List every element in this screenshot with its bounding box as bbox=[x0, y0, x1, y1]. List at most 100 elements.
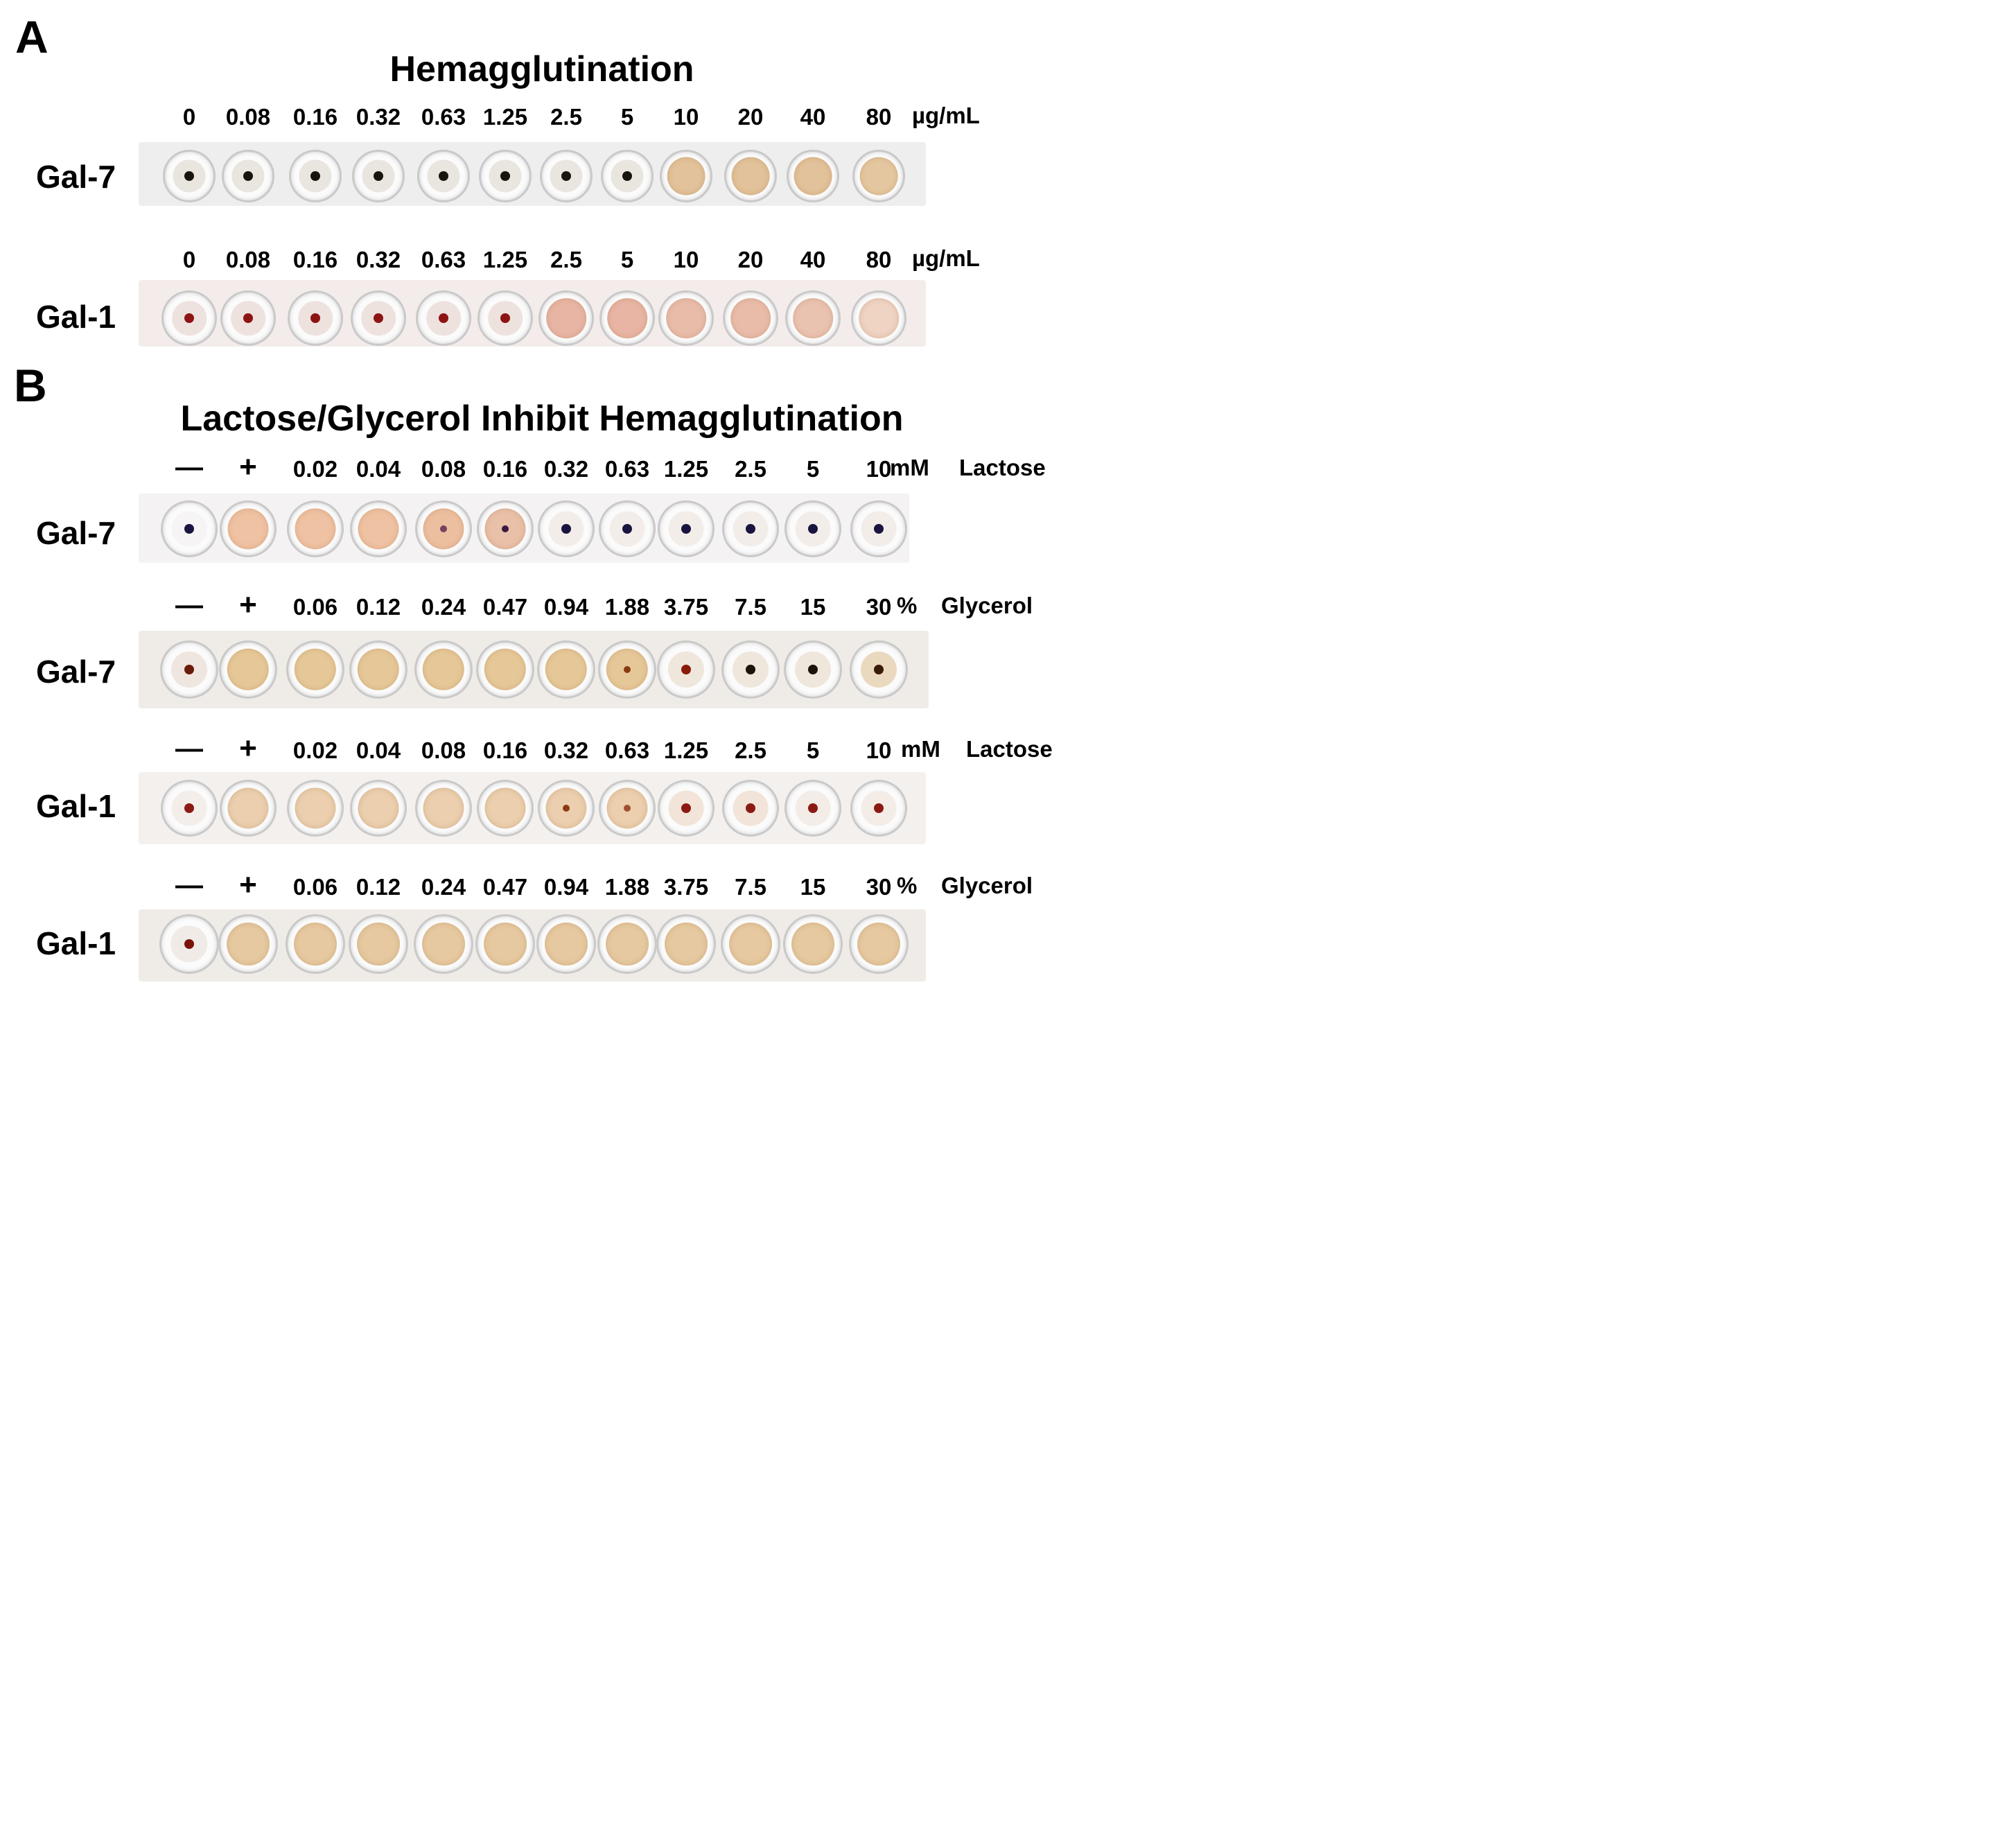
well-rim bbox=[414, 640, 473, 699]
concentration-label: 2.5 bbox=[550, 247, 582, 272]
concentration-label: 30 bbox=[866, 874, 892, 900]
well-agglutinated bbox=[415, 780, 472, 837]
concentration-label: 0.06 bbox=[292, 594, 338, 620]
well-rim bbox=[851, 290, 906, 346]
concentration-label: — bbox=[175, 590, 203, 620]
well-rim bbox=[351, 290, 406, 346]
concentration-label: 5 bbox=[620, 104, 634, 130]
well-content bbox=[859, 298, 899, 338]
inhibitor-label: Glycerol bbox=[941, 593, 1033, 618]
concentration-label: 0.32 bbox=[543, 737, 589, 763]
concentration-label: 5 bbox=[806, 737, 820, 763]
concentration-label: 20 bbox=[737, 104, 764, 130]
concentration-label: 10 bbox=[866, 456, 892, 482]
rbc-pellet-dot bbox=[374, 171, 383, 181]
well-rim bbox=[785, 290, 841, 346]
well-content bbox=[227, 923, 270, 966]
well-rim bbox=[722, 500, 779, 557]
concentration-label: 0.12 bbox=[356, 594, 401, 620]
well-agglutinated bbox=[787, 150, 839, 202]
concentration-label: 2.5 bbox=[735, 737, 766, 763]
well-rim bbox=[849, 914, 909, 974]
concentration-label: 3.75 bbox=[663, 874, 709, 900]
well-agglutinated bbox=[476, 640, 534, 699]
well-rim bbox=[222, 150, 274, 202]
concentration-label: — bbox=[175, 452, 203, 482]
well-partial bbox=[477, 500, 534, 557]
unit-label: mM bbox=[901, 736, 940, 762]
concentration-label: 5 bbox=[620, 247, 634, 272]
well-button bbox=[658, 500, 715, 557]
well-agglutinated bbox=[723, 290, 778, 346]
well-rim bbox=[723, 290, 778, 346]
well-rim bbox=[287, 780, 344, 837]
well-agglutinated bbox=[349, 914, 408, 974]
rbc-pellet-dot bbox=[184, 171, 194, 181]
well-rim bbox=[352, 150, 405, 202]
well-button bbox=[161, 500, 218, 557]
well-content bbox=[607, 298, 647, 338]
rbc-pellet-dot bbox=[624, 805, 631, 812]
well-agglutinated bbox=[286, 640, 344, 699]
well-rim bbox=[161, 500, 218, 557]
concentration-label: 15 bbox=[800, 874, 826, 900]
well-agglutinated bbox=[538, 290, 594, 346]
rbc-pellet-dot bbox=[808, 665, 818, 674]
rbc-pellet-dot bbox=[563, 805, 570, 812]
well-rim bbox=[417, 150, 470, 202]
well-content bbox=[484, 923, 527, 966]
rbc-pellet-dot bbox=[622, 171, 632, 181]
concentration-label: 1.25 bbox=[663, 456, 709, 482]
well-rim bbox=[286, 640, 344, 699]
concentration-label: 2.5 bbox=[735, 456, 766, 482]
well-rim bbox=[163, 150, 216, 202]
well-rim bbox=[601, 150, 654, 202]
rbc-pellet-dot bbox=[746, 524, 755, 534]
well-content bbox=[545, 648, 588, 691]
concentration-label: 0.04 bbox=[356, 737, 401, 763]
well-rim bbox=[599, 780, 656, 837]
concentration-label: 30 bbox=[866, 594, 892, 620]
well-content bbox=[227, 648, 270, 691]
well-agglutinated bbox=[851, 290, 906, 346]
concentration-label: 0.08 bbox=[225, 247, 271, 272]
concentration-label: 0.47 bbox=[482, 594, 528, 620]
galectin-row-label: Gal-7 bbox=[36, 515, 116, 551]
well-agglutinated bbox=[219, 640, 277, 699]
well-rim bbox=[160, 640, 218, 699]
concentration-label: 7.5 bbox=[735, 874, 766, 900]
well-rim bbox=[477, 500, 534, 557]
well-button bbox=[658, 780, 715, 837]
concentration-label: 0.02 bbox=[292, 737, 338, 763]
rbc-pellet-dot bbox=[746, 803, 755, 813]
well-button bbox=[159, 914, 219, 974]
concentration-label: 0 bbox=[182, 247, 196, 272]
inhibitor-label: Glycerol bbox=[941, 873, 1033, 898]
rbc-pellet-dot bbox=[184, 803, 194, 813]
well-button bbox=[161, 780, 218, 837]
well-agglutinated bbox=[477, 780, 534, 837]
well-content bbox=[357, 923, 400, 966]
well-content bbox=[730, 298, 771, 338]
rbc-pellet-dot bbox=[440, 525, 447, 532]
well-content bbox=[227, 787, 269, 829]
inhibitor-label: Lactose bbox=[959, 455, 1046, 480]
concentration-label: 0.63 bbox=[421, 247, 466, 272]
well-button bbox=[477, 290, 533, 346]
concentration-label: 0.04 bbox=[356, 456, 401, 482]
well-rim bbox=[598, 640, 656, 699]
concentration-label: 1.88 bbox=[604, 874, 650, 900]
well-button bbox=[538, 500, 595, 557]
well-rim bbox=[479, 150, 532, 202]
well-agglutinated bbox=[537, 640, 595, 699]
well-button bbox=[850, 640, 908, 699]
well-content bbox=[358, 787, 399, 829]
well-agglutinated bbox=[599, 290, 655, 346]
well-rim bbox=[785, 780, 841, 837]
unit-label: mM bbox=[890, 455, 929, 480]
well-content bbox=[294, 923, 337, 966]
well-rim bbox=[159, 914, 219, 974]
well-button bbox=[601, 150, 654, 202]
well-button bbox=[722, 500, 779, 557]
well-rim bbox=[658, 290, 714, 346]
